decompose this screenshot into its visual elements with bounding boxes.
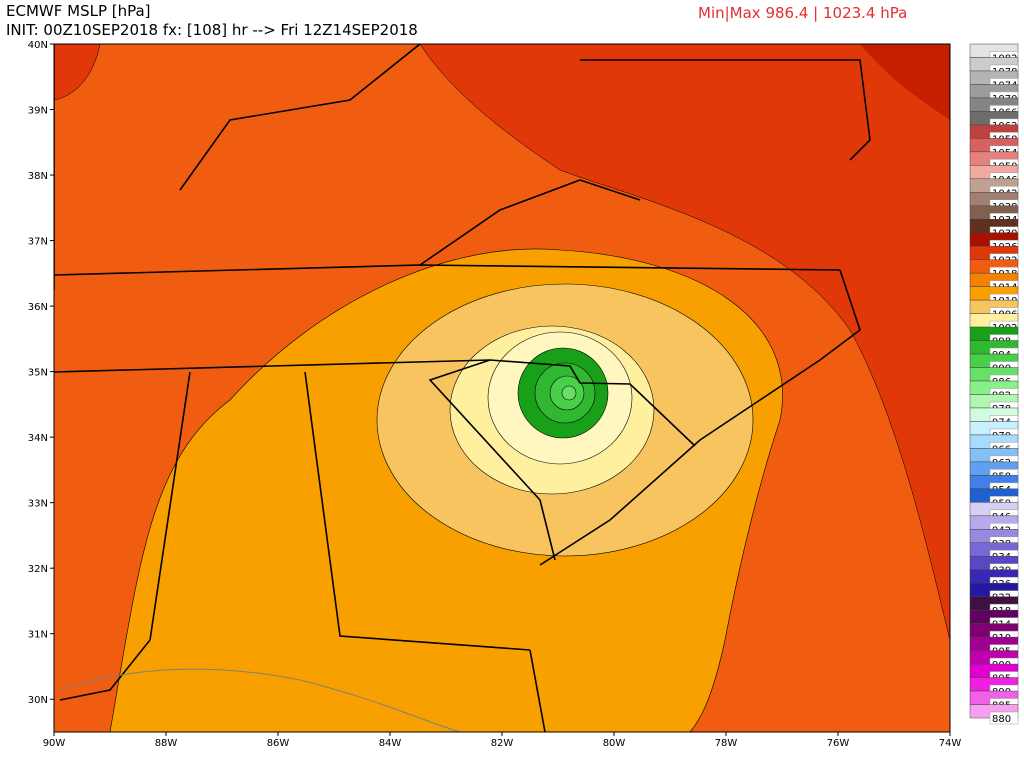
lat-label: 36N	[28, 302, 48, 313]
gulf-coast	[59, 668, 461, 732]
lon-label: 86W	[267, 738, 290, 749]
lat-labels: 40N 39N 38N 37N 36N 35N 34N 33N 32N 31N 30N	[28, 40, 54, 706]
lat-label: 38N	[28, 171, 48, 182]
lon-label: 82W	[491, 738, 514, 749]
field-1022	[419, 44, 950, 641]
field-986	[561, 385, 577, 401]
field-1026	[860, 44, 950, 120]
lon-label: 84W	[379, 738, 402, 749]
lat-label: 39N	[28, 106, 48, 117]
min-max: Min|Max 986.4 | 1023.4 hPa	[698, 4, 908, 22]
lon-label: 80W	[603, 738, 626, 749]
colorbar: 1082107810741070106610621058105410501046…	[969, 43, 1019, 725]
lon-label: 90W	[43, 738, 66, 749]
lon-label: 76W	[827, 738, 850, 749]
colorbar-label: 880	[992, 714, 1011, 725]
pressure-field	[54, 44, 950, 732]
lat-label: 35N	[28, 368, 48, 379]
lat-label: 37N	[28, 237, 48, 248]
lat-label: 34N	[28, 433, 48, 444]
lat-label: 33N	[28, 499, 48, 510]
lon-labels: 90W 88W 86W 84W 82W 80W 78W 76W 74W	[43, 732, 962, 749]
lat-label: 32N	[28, 564, 48, 575]
map-title: ECMWF MSLP [hPa]	[6, 2, 151, 20]
lat-label: 40N	[28, 40, 48, 51]
lat-label: 30N	[28, 695, 48, 706]
lon-label: 88W	[155, 738, 178, 749]
lat-label: 31N	[28, 630, 48, 641]
field-1022	[54, 44, 101, 101]
lon-label: 74W	[939, 738, 962, 749]
init-line: INIT: 00Z10SEP2018 fx: [108] hr --> Fri …	[6, 21, 418, 39]
lon-label: 78W	[715, 738, 738, 749]
colorbar-label-bg	[989, 711, 1019, 725]
state-borders	[54, 44, 871, 732]
